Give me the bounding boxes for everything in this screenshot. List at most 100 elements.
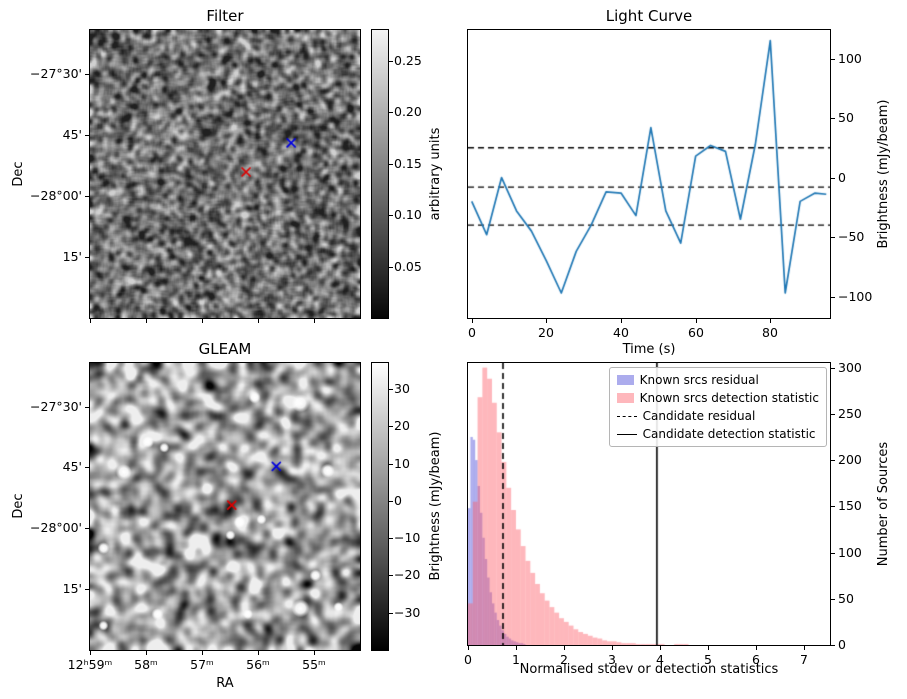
- x-tick-label: 58ᵐ: [134, 657, 158, 672]
- legend-swatch-residual: [616, 375, 634, 385]
- y-tick-label: −28°00': [30, 520, 82, 535]
- colorbar-tick-label: 0: [394, 493, 402, 508]
- tick-mark: [90, 319, 91, 323]
- tick-mark: [468, 646, 469, 650]
- tick-mark: [831, 414, 835, 415]
- tick-mark: [660, 646, 661, 650]
- y-tick-label: −27°30': [30, 399, 82, 414]
- y-tick-label: 100: [838, 51, 862, 66]
- light-curve-xlabel: Time (s): [622, 342, 676, 357]
- tick-mark: [85, 74, 89, 75]
- legend-label-detection: Known srcs detection statistic: [639, 391, 819, 405]
- tick-mark: [516, 646, 517, 650]
- tick-mark: [831, 178, 835, 179]
- gleam-title: GLEAM: [198, 340, 252, 358]
- tick-mark: [90, 651, 91, 655]
- x-tick-label: 20: [538, 325, 554, 340]
- tick-mark: [258, 651, 259, 655]
- x-tick-label: 40: [613, 325, 629, 340]
- y-tick-label: 100: [838, 545, 862, 560]
- tick-mark: [146, 651, 147, 655]
- legend-swatch-detection: [616, 393, 634, 403]
- tick-mark: [472, 319, 473, 323]
- x-tick-label: 80: [762, 325, 778, 340]
- colorbar-tick-label: 10: [394, 456, 410, 471]
- colorbar-tick-label: 0.05: [394, 259, 422, 274]
- legend-item-candidate-residual: Candidate residual: [616, 408, 819, 424]
- tick-mark: [831, 553, 835, 554]
- tick-mark: [831, 118, 835, 119]
- x-tick-label: 0: [464, 652, 472, 667]
- x-tick-label: 55ᵐ: [302, 657, 326, 672]
- y-tick-label: 45': [62, 127, 82, 142]
- tick-mark: [831, 599, 835, 600]
- light-curve-title: Light Curve: [605, 7, 693, 25]
- legend-item-candidate-detection: Candidate detection statistic: [616, 426, 819, 442]
- tick-mark: [85, 257, 89, 258]
- y-tick-label: 250: [838, 406, 862, 421]
- tick-mark: [146, 319, 147, 323]
- tick-mark: [314, 651, 315, 655]
- legend-solid-line-icon: [616, 433, 637, 435]
- colorbar-tick-label: 0.20: [394, 104, 422, 119]
- legend-item-known-srcs-detection: Known srcs detection statistic: [616, 390, 819, 406]
- x-tick-label: 12ʰ59ᵐ: [67, 657, 113, 672]
- y-tick-label: 15': [62, 581, 82, 596]
- tick-mark: [770, 319, 771, 323]
- filter-title: Filter: [206, 7, 244, 25]
- filter-colorbar-label: arbitrary units: [428, 127, 443, 221]
- tick-mark: [831, 645, 835, 646]
- filter-heatmap: [90, 30, 360, 318]
- tick-mark: [202, 651, 203, 655]
- x-tick-label: 56ᵐ: [246, 657, 270, 672]
- gleam-colorbar: [371, 362, 389, 651]
- filter-colorbar: [371, 29, 389, 319]
- tick-mark: [804, 646, 805, 650]
- tick-mark: [85, 528, 89, 529]
- x-tick-label: 4: [656, 652, 664, 667]
- tick-mark: [831, 460, 835, 461]
- y-tick-label: 50: [838, 591, 854, 606]
- colorbar-tick-label: −30: [394, 605, 421, 620]
- tick-mark: [831, 237, 835, 238]
- y-tick-label: 50: [838, 110, 854, 125]
- tick-mark: [696, 319, 697, 323]
- x-tick-label: 2: [560, 652, 568, 667]
- y-tick-label: 150: [838, 498, 862, 513]
- y-tick-label: 45': [62, 459, 82, 474]
- y-tick-label: −100: [838, 289, 873, 304]
- y-tick-label: −28°00': [30, 188, 82, 203]
- legend-label-residual: Known srcs residual: [639, 373, 759, 387]
- histogram-axes: [467, 362, 831, 646]
- y-tick-label: 200: [838, 452, 862, 467]
- colorbar-tick-label: −10: [394, 530, 421, 545]
- legend-dashed-line-icon: [616, 415, 637, 417]
- x-tick-label: 60: [688, 325, 704, 340]
- tick-mark: [831, 59, 835, 60]
- x-tick-label: 7: [800, 652, 808, 667]
- tick-mark: [621, 319, 622, 323]
- tick-mark: [389, 112, 393, 113]
- tick-mark: [389, 61, 393, 62]
- tick-mark: [258, 319, 259, 323]
- y-tick-label: 300: [838, 360, 862, 375]
- tick-mark: [389, 267, 393, 268]
- gleam-axes: [89, 362, 361, 651]
- x-tick-label: 5: [704, 652, 712, 667]
- tick-mark: [389, 164, 393, 165]
- tick-mark: [756, 646, 757, 650]
- tick-mark: [389, 538, 393, 539]
- y-tick-label: −27°30': [30, 66, 82, 81]
- x-tick-label: 0: [468, 325, 476, 340]
- y-tick-label: −50: [838, 229, 865, 244]
- tick-mark: [389, 464, 393, 465]
- tick-mark: [831, 506, 835, 507]
- tick-mark: [314, 319, 315, 323]
- colorbar-tick-label: 0.10: [394, 207, 422, 222]
- y-tick-label: 15': [62, 249, 82, 264]
- tick-mark: [546, 319, 547, 323]
- y-tick-label: 0: [838, 170, 846, 185]
- tick-mark: [389, 426, 393, 427]
- legend-item-known-srcs-residual: Known srcs residual: [616, 372, 819, 388]
